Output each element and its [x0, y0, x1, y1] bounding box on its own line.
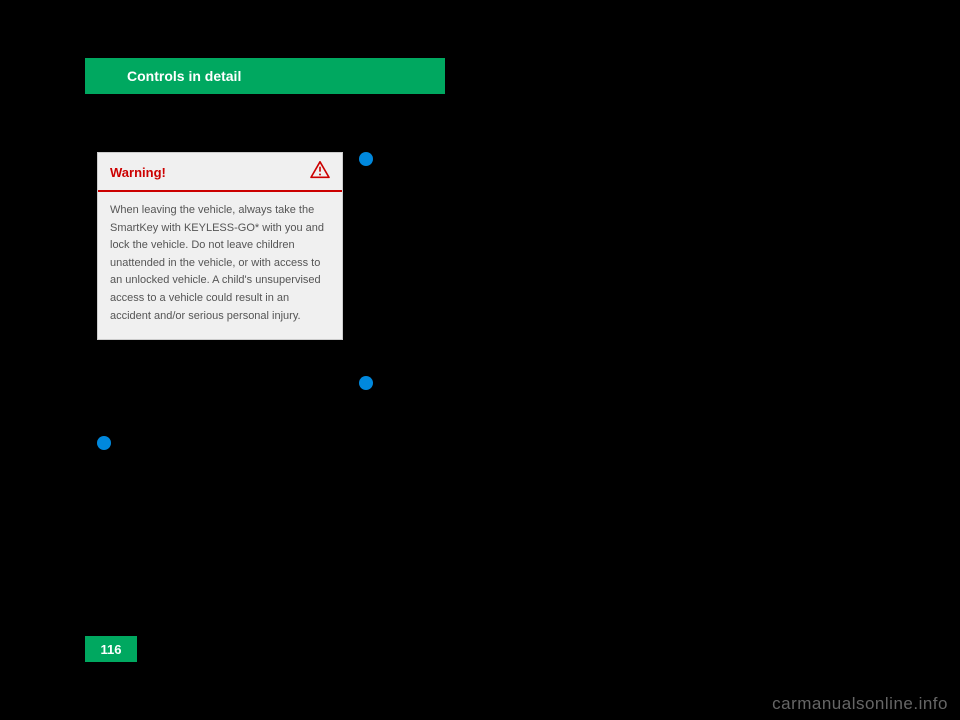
- warning-box: Warning! When leaving the vehicle, alway…: [97, 152, 343, 340]
- warning-triangle-icon: [310, 161, 330, 184]
- page-container: Controls in detail Warning! When leaving…: [85, 58, 875, 662]
- header-title: Controls in detail: [127, 68, 241, 84]
- warning-header: Warning!: [98, 153, 342, 192]
- warning-body: When leaving the vehicle, always take th…: [98, 192, 342, 339]
- page-number: 116: [101, 642, 122, 657]
- bullet-icon: [359, 152, 373, 166]
- watermark: carmanualsonline.info: [772, 694, 948, 714]
- page-number-box: 116: [85, 636, 137, 662]
- bullet-icon: [359, 376, 373, 390]
- header-bar: Controls in detail: [85, 58, 445, 94]
- warning-title: Warning!: [110, 165, 166, 180]
- bullet-icon: [97, 436, 111, 450]
